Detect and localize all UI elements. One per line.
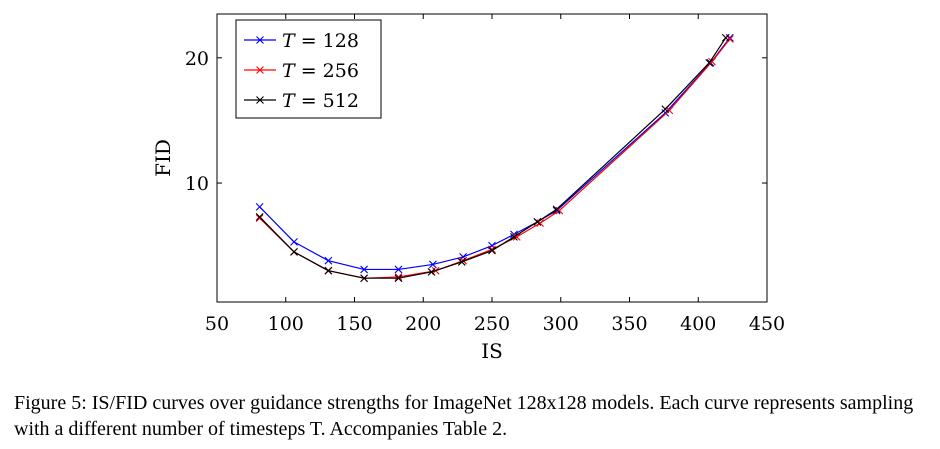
data-point-marker <box>488 246 496 255</box>
legend-swatch-marker <box>256 96 264 104</box>
y-tick-label: 20 <box>185 48 209 70</box>
legend-box <box>235 19 382 119</box>
data-point-marker <box>512 232 521 241</box>
data-point-marker <box>290 248 298 256</box>
data-point-marker <box>360 265 369 274</box>
x-tick-label: 250 <box>474 313 510 335</box>
legend: T = 128 T = 256 T = 512 <box>235 19 382 119</box>
legend-entry: T = 512 <box>244 90 359 112</box>
is-fid-chart: 50 100 150 200 250 300 350 400 450 10 20 IS FID T … <box>151 13 785 363</box>
legend-swatch-marker <box>256 66 264 74</box>
data-point-marker <box>552 205 561 214</box>
series-layer <box>255 33 734 283</box>
y-axis-title: FID <box>151 139 175 177</box>
data-point-marker <box>661 105 670 114</box>
series-3 <box>255 33 730 283</box>
data-point-marker <box>457 258 466 266</box>
x-tick-label: 200 <box>405 313 441 335</box>
data-point-marker <box>255 212 264 221</box>
series-line <box>259 37 727 279</box>
legend-label: T = 512 <box>282 90 359 112</box>
x-tick-label: 100 <box>268 313 304 335</box>
data-point-marker <box>360 274 369 283</box>
data-point-marker <box>661 109 670 117</box>
legend-entry: T = 256 <box>244 60 359 82</box>
series-line <box>259 37 731 271</box>
data-point-marker <box>510 232 518 241</box>
data-point-marker <box>394 265 403 274</box>
data-point-marker <box>394 274 403 283</box>
data-point-marker <box>255 202 264 211</box>
data-point-marker <box>721 33 730 42</box>
data-point-marker <box>394 273 403 281</box>
legend-swatch-marker <box>256 36 264 44</box>
x-tick-label: 450 <box>749 313 785 335</box>
x-tick-label: 50 <box>205 313 229 335</box>
x-axis-title: IS <box>481 339 503 363</box>
legend-entry: T = 128 <box>244 30 359 52</box>
data-point-marker <box>533 217 542 226</box>
data-point-marker <box>255 214 264 222</box>
y-tick-label: 10 <box>185 173 209 195</box>
x-tick-label: 350 <box>611 313 647 335</box>
legend-label: T = 256 <box>282 60 359 82</box>
x-tick-label: 300 <box>543 313 579 335</box>
data-point-marker <box>427 268 436 276</box>
legend-label: T = 128 <box>282 30 359 52</box>
data-point-marker <box>324 256 333 265</box>
data-point-marker <box>552 206 561 215</box>
data-point-marker <box>705 58 714 67</box>
x-tick-label: 400 <box>680 313 716 335</box>
figure-caption: Figure 5: IS/FID curves over guidance st… <box>14 392 914 440</box>
x-tick-label: 150 <box>336 313 372 335</box>
data-point-marker <box>324 266 333 275</box>
axis-ticks: 50 100 150 200 250 300 350 400 450 10 20 <box>185 14 785 335</box>
data-point-marker <box>428 260 437 269</box>
data-point-marker <box>290 238 298 246</box>
